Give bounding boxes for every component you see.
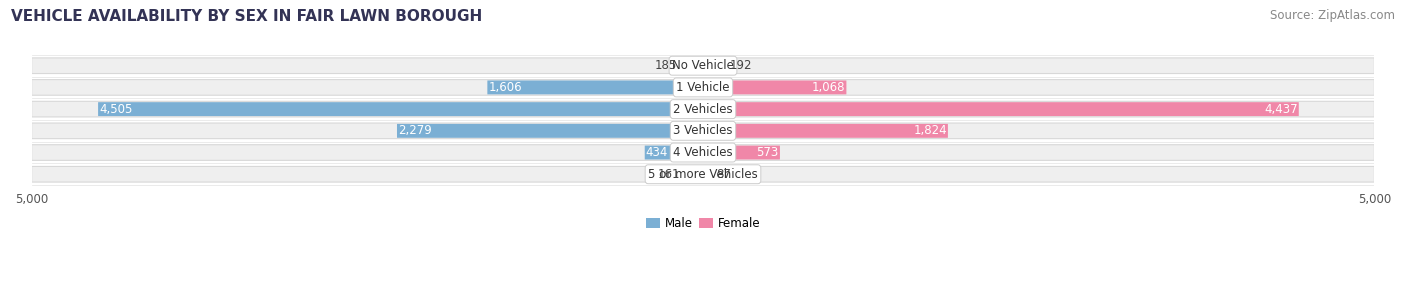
Text: 87: 87 — [716, 168, 731, 181]
Legend: Male, Female: Male, Female — [641, 212, 765, 235]
Text: 434: 434 — [645, 146, 668, 159]
Text: 1,606: 1,606 — [488, 81, 522, 94]
Text: 1 Vehicle: 1 Vehicle — [676, 81, 730, 94]
FancyBboxPatch shape — [31, 167, 1375, 182]
FancyBboxPatch shape — [31, 145, 1375, 160]
Text: No Vehicle: No Vehicle — [672, 59, 734, 72]
Text: Source: ZipAtlas.com: Source: ZipAtlas.com — [1270, 9, 1395, 22]
Text: 4,437: 4,437 — [1264, 102, 1298, 116]
FancyBboxPatch shape — [703, 124, 948, 138]
Text: 2,279: 2,279 — [398, 124, 432, 137]
Text: 161: 161 — [658, 168, 681, 181]
Text: 4 Vehicles: 4 Vehicles — [673, 146, 733, 159]
FancyBboxPatch shape — [31, 58, 1375, 74]
FancyBboxPatch shape — [703, 81, 846, 94]
FancyBboxPatch shape — [31, 80, 1375, 95]
Text: 573: 573 — [756, 146, 779, 159]
FancyBboxPatch shape — [703, 59, 728, 73]
Text: 5 or more Vehicles: 5 or more Vehicles — [648, 168, 758, 181]
Text: 4,505: 4,505 — [100, 102, 132, 116]
Text: 3 Vehicles: 3 Vehicles — [673, 124, 733, 137]
FancyBboxPatch shape — [678, 59, 703, 73]
Text: 1,824: 1,824 — [914, 124, 946, 137]
Text: 192: 192 — [730, 59, 752, 72]
FancyBboxPatch shape — [682, 167, 703, 181]
Text: 2 Vehicles: 2 Vehicles — [673, 102, 733, 116]
FancyBboxPatch shape — [31, 123, 1375, 139]
FancyBboxPatch shape — [31, 101, 1375, 117]
FancyBboxPatch shape — [396, 124, 703, 138]
Text: 1,068: 1,068 — [811, 81, 845, 94]
FancyBboxPatch shape — [488, 81, 703, 94]
Text: 185: 185 — [655, 59, 678, 72]
FancyBboxPatch shape — [703, 102, 1299, 116]
Text: VEHICLE AVAILABILITY BY SEX IN FAIR LAWN BOROUGH: VEHICLE AVAILABILITY BY SEX IN FAIR LAWN… — [11, 9, 482, 24]
FancyBboxPatch shape — [703, 167, 714, 181]
FancyBboxPatch shape — [645, 145, 703, 160]
FancyBboxPatch shape — [703, 145, 780, 160]
FancyBboxPatch shape — [98, 102, 703, 116]
